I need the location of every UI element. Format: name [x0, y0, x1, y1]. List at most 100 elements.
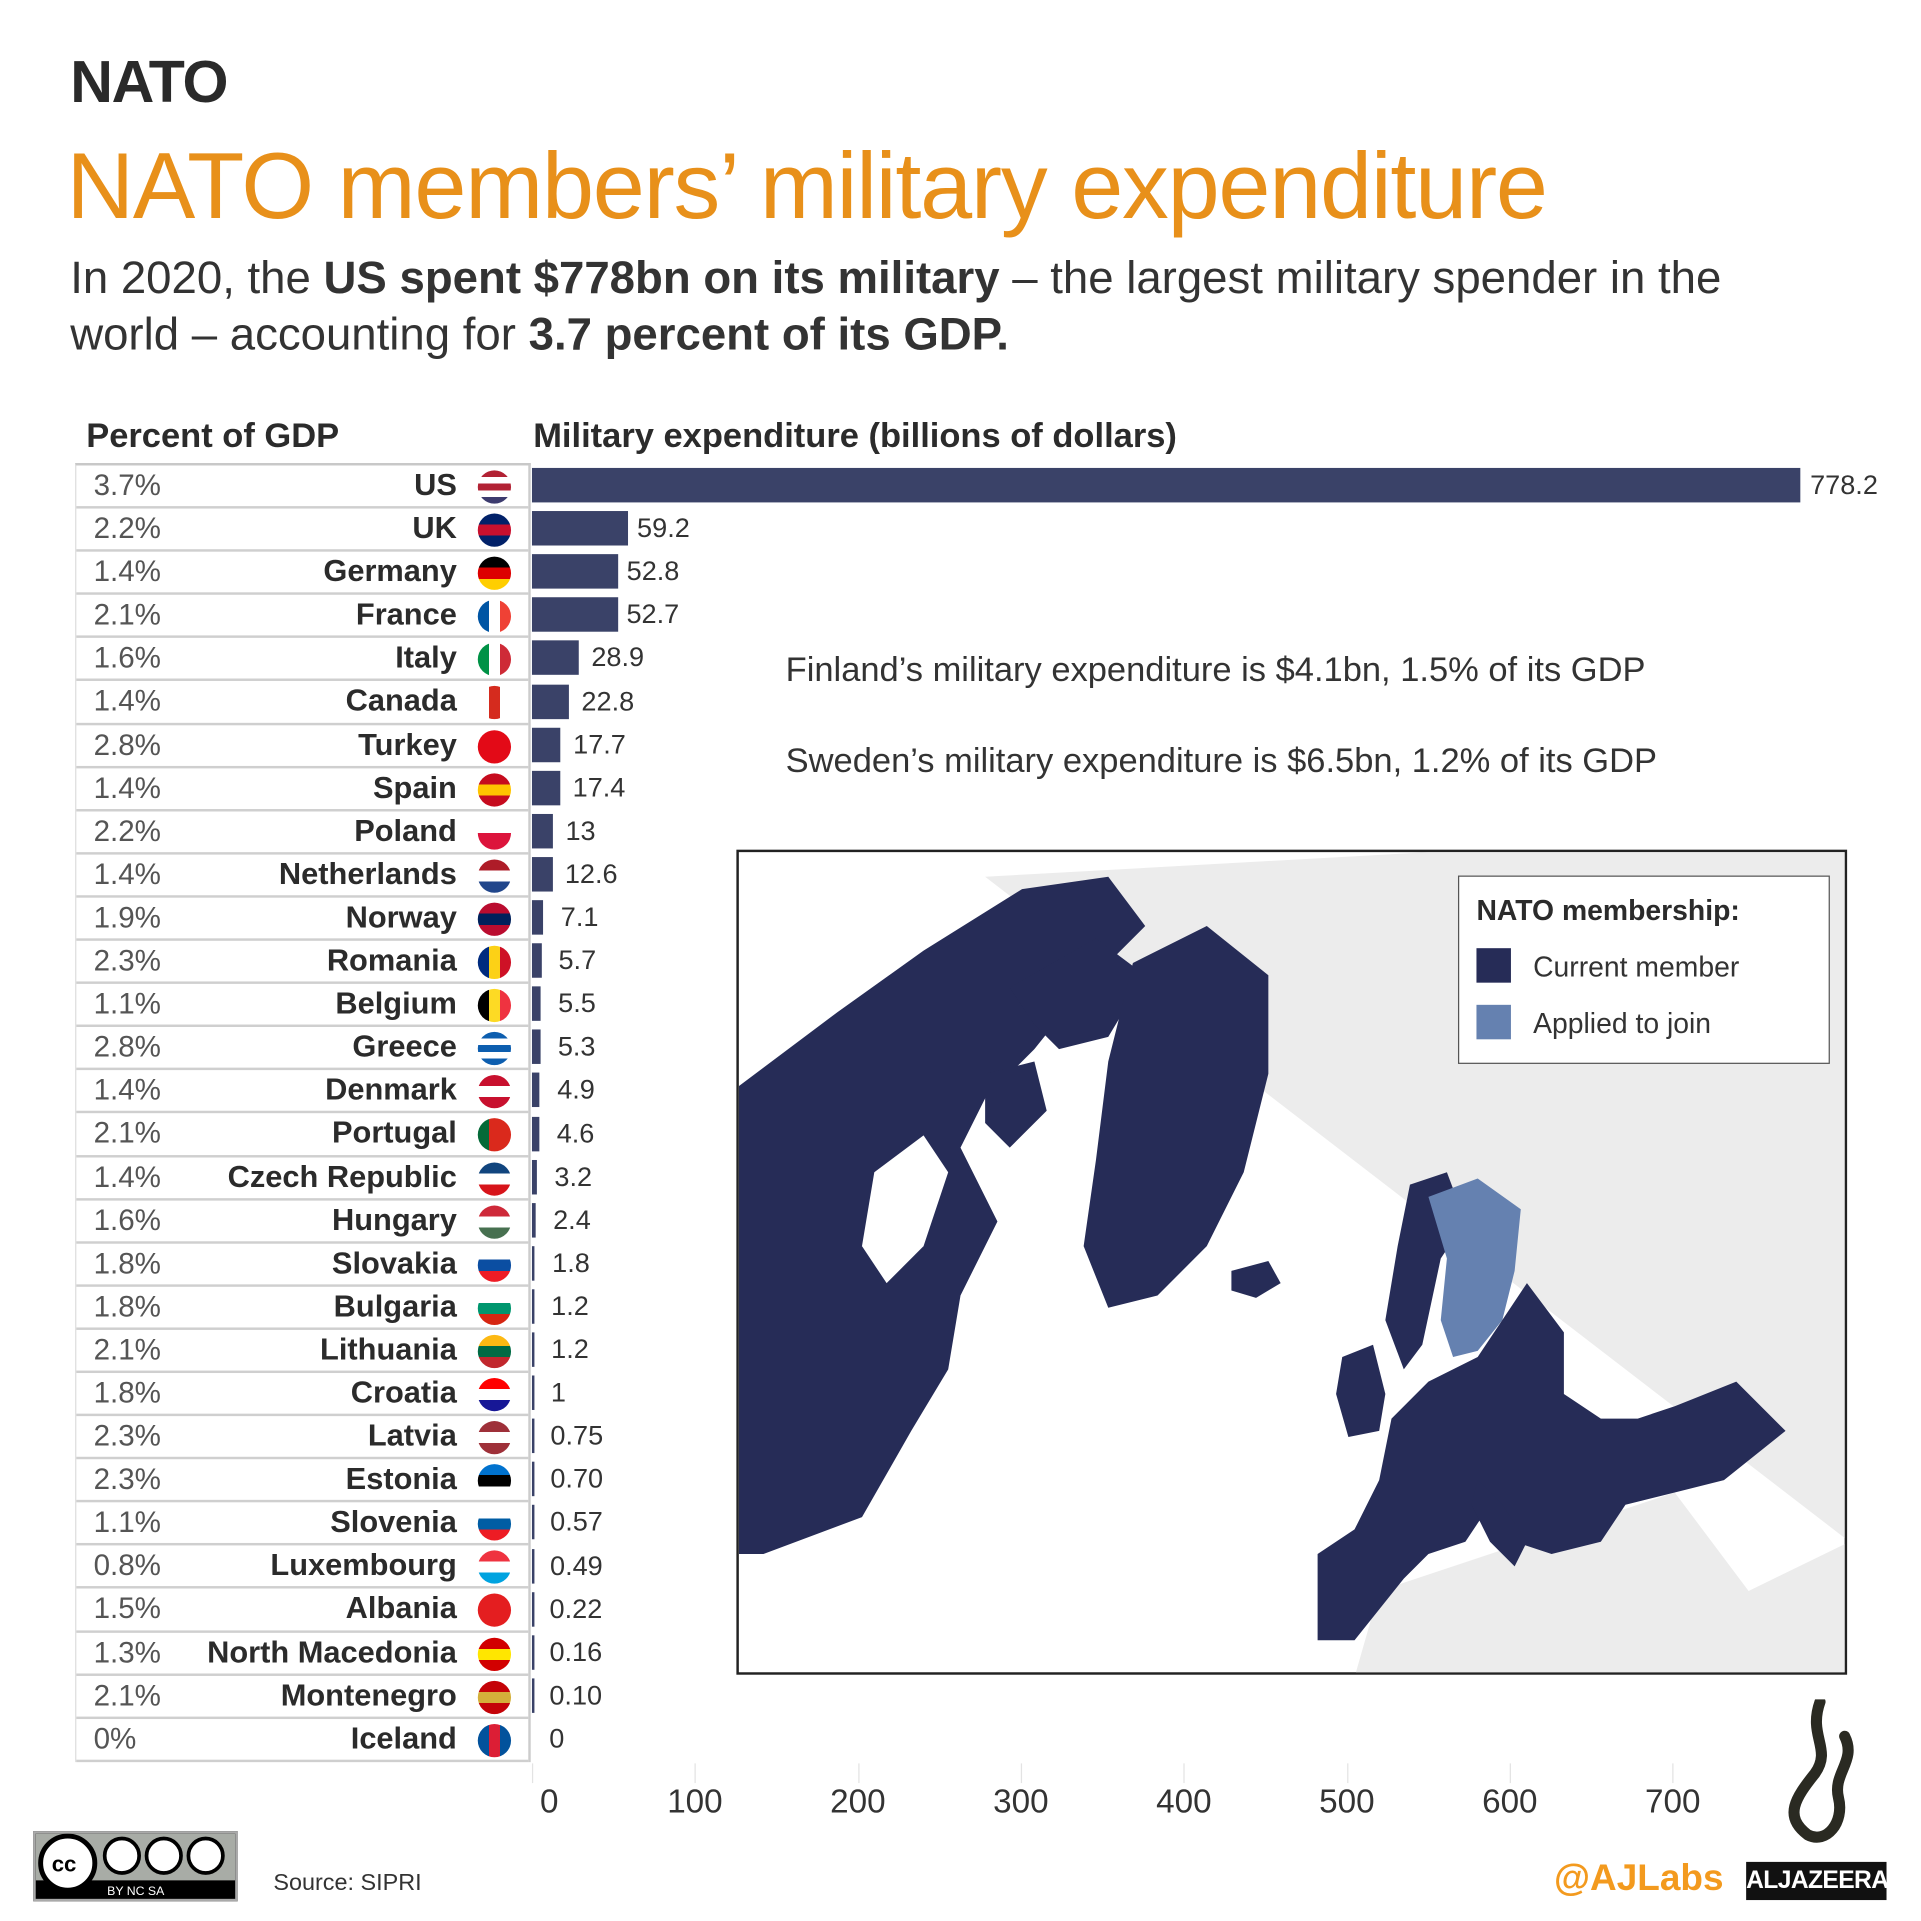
table-row: 2.8% Greece — [76, 1027, 529, 1071]
bar — [531, 1418, 535, 1454]
flag-icon — [477, 1550, 512, 1585]
pct-gdp: 2.3% — [93, 1419, 161, 1454]
pct-gdp: 3.7% — [93, 469, 161, 503]
country-name: Luxembourg — [270, 1548, 457, 1583]
country-name: Latvia — [367, 1418, 457, 1454]
legend-swatch-current — [1476, 948, 1511, 983]
flag-icon — [477, 600, 512, 634]
bar — [531, 900, 544, 935]
value-label: 0.57 — [550, 1506, 603, 1538]
table-row: 0.8% Luxembourg — [76, 1546, 529, 1590]
flag-icon — [477, 1507, 512, 1541]
grid-tick — [1509, 1763, 1512, 1784]
flag-icon — [477, 988, 512, 1023]
pct-gdp: 1.4% — [93, 1074, 161, 1108]
table-row: 1.6% Hungary — [76, 1200, 529, 1244]
bar — [531, 986, 541, 1022]
value-label: 7.1 — [560, 901, 599, 933]
value-label: 13 — [565, 814, 596, 846]
italy — [1471, 1480, 1527, 1567]
pct-gdp: 1.4% — [93, 1160, 161, 1194]
x-tick-label: 400 — [1156, 1783, 1212, 1821]
flag-icon — [477, 816, 512, 850]
value-label: 3.2 — [554, 1160, 593, 1192]
grid-tick — [857, 1763, 860, 1784]
pct-gdp: 2.1% — [93, 598, 161, 633]
bar — [531, 1289, 535, 1324]
flag-icon — [477, 945, 512, 980]
map-legend: NATO membership: Current member Applied … — [1457, 875, 1830, 1064]
country-name: Slovenia — [330, 1505, 457, 1540]
flag-icon — [477, 902, 512, 936]
greenland — [1083, 926, 1269, 1308]
x-tick-label: 200 — [830, 1783, 886, 1821]
country-name: Slovakia — [331, 1245, 457, 1281]
subtitle-text: In 2020, the — [70, 252, 324, 303]
bar — [531, 640, 580, 676]
country-name: UK — [412, 511, 457, 546]
value-label: 5.7 — [558, 944, 597, 976]
pct-gdp: 1.1% — [93, 1506, 161, 1540]
table-row: 2.2% Poland — [76, 811, 529, 855]
country-name: Denmark — [325, 1072, 457, 1108]
table-row: 1.5% Albania — [76, 1589, 529, 1633]
kicker: NATO — [70, 50, 228, 116]
legend-label-applied: Applied to join — [1533, 1007, 1712, 1040]
flag-icon — [477, 772, 512, 807]
pct-gdp: 2.3% — [93, 1463, 161, 1497]
flag-icon — [477, 1161, 512, 1196]
country-name: France — [355, 597, 457, 633]
table-row: 2.1% France — [76, 595, 529, 639]
pct-gdp: 1.4% — [93, 555, 161, 589]
aljazeera-logo-icon — [1788, 1699, 1854, 1843]
country-name: Croatia — [350, 1375, 457, 1410]
country-name: Lithuania — [320, 1332, 457, 1367]
value-label: 4.9 — [557, 1074, 595, 1106]
table-row: 1.4% Netherlands — [76, 854, 529, 898]
bar — [531, 511, 629, 546]
pct-gdp: 1.1% — [93, 987, 161, 1021]
flag-icon — [477, 1680, 512, 1714]
flag-icon — [477, 1377, 512, 1412]
country-name: North Macedonia — [207, 1634, 457, 1670]
table-row: 1.8% Slovakia — [76, 1243, 529, 1287]
x-tick-label: 600 — [1482, 1783, 1538, 1821]
bar — [531, 943, 542, 978]
flag-icon — [477, 1248, 512, 1282]
value-label: 5.5 — [558, 987, 596, 1019]
value-label: 1 — [550, 1376, 566, 1408]
flag-icon — [477, 1118, 512, 1152]
bar — [531, 467, 1801, 503]
value-label: 28.9 — [591, 642, 645, 673]
sweden-finland — [1428, 1178, 1521, 1358]
table-row: 1.6% Italy — [76, 638, 529, 682]
legend-swatch-applied — [1476, 1004, 1511, 1040]
value-label: 22.8 — [581, 685, 635, 717]
flag-icon — [477, 729, 512, 763]
bar — [531, 1505, 535, 1540]
pct-gdp: 1.5% — [93, 1592, 161, 1626]
subtitle-bold: 3.7 percent of its GDP. — [528, 309, 1009, 360]
x-tick-label: 300 — [993, 1783, 1049, 1821]
table-row: 1.9% Norway — [76, 898, 529, 941]
table-row: 0% Iceland — [76, 1719, 529, 1762]
pct-gdp: 1.6% — [93, 1203, 161, 1238]
bar — [531, 1591, 535, 1627]
ajlabs-handle: @AJLabs — [1554, 1858, 1724, 1899]
country-name: Spain — [373, 770, 457, 805]
country-name: Czech Republic — [227, 1159, 457, 1194]
bar — [531, 597, 618, 633]
table-row: 2.3% Estonia — [76, 1459, 529, 1503]
table-row: 2.1% Portugal — [76, 1114, 529, 1157]
bar — [531, 1202, 536, 1238]
bar — [531, 1245, 535, 1281]
spend-header: Military expenditure (billions of dollar… — [533, 416, 1177, 455]
flag-icon — [477, 1291, 512, 1325]
bar — [531, 1029, 541, 1065]
value-label: 0.10 — [549, 1679, 603, 1711]
legend-label-current: Current member — [1533, 950, 1740, 983]
pct-gdp: 2.2% — [93, 512, 161, 546]
flag-icon — [477, 1723, 512, 1757]
x-tick-label: 500 — [1319, 1783, 1375, 1821]
sweden-note: Sweden’s military expenditure is $6.5bn,… — [785, 741, 1658, 780]
